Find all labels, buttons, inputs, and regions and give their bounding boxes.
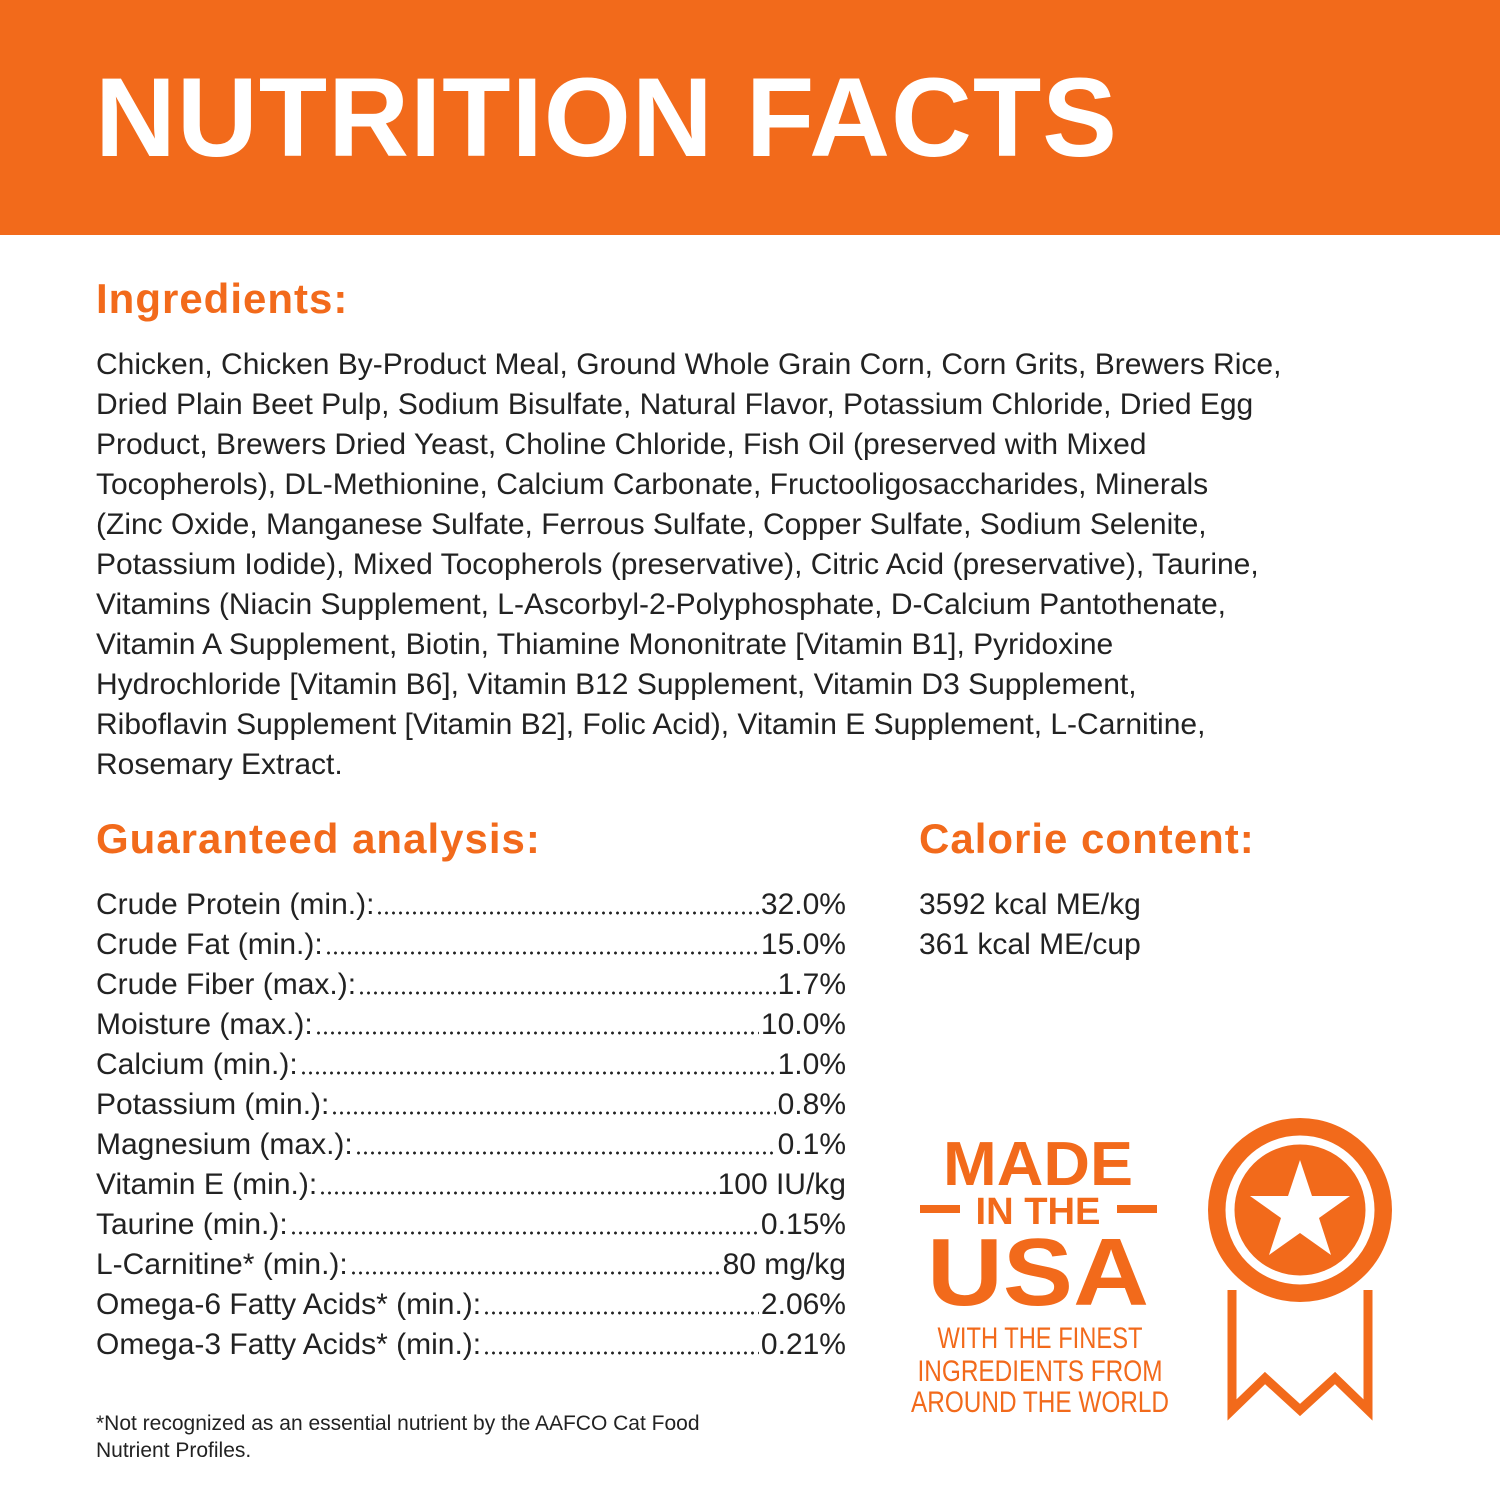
dot-leader	[376, 911, 759, 915]
badge-tagline: INGREDIENTS FROM	[918, 1355, 1163, 1388]
ingredients-line: Hydrochloride [Vitamin B6], Vitamin B12 …	[96, 668, 1137, 701]
ingredients-line: Product, Brewers Dried Yeast, Choline Ch…	[96, 428, 1147, 461]
ingredients-line: Tocopherols), DL-Methionine, Calcium Car…	[96, 468, 1209, 501]
nutrient-value: 10.0%	[760, 1008, 846, 1041]
nutrient-label: Vitamin E (min.):	[96, 1168, 318, 1201]
ingredients-line: Chicken, Chicken By-Product Meal, Ground…	[96, 348, 1282, 381]
nutrient-value: 0.8%	[777, 1088, 846, 1121]
nutrient-value: 0.21%	[760, 1328, 846, 1361]
nutrient-label: Magnesium (max.):	[96, 1128, 353, 1161]
footnote: *Not recognized as an essential nutrient…	[96, 1410, 700, 1464]
badge-dash	[920, 1205, 960, 1213]
nutrient-label: Crude Protein (min.):	[96, 888, 375, 921]
calorie-heading: Calorie content:	[919, 815, 1255, 862]
nutrient-label: Calcium (min.):	[96, 1048, 298, 1081]
dot-leader	[314, 1031, 759, 1035]
analysis-row: Omega-3 Fatty Acids* (min.): 0.21%	[96, 1325, 846, 1365]
badge-tagline: AROUND THE WORLD	[911, 1386, 1169, 1419]
analysis-row: Moisture (max.): 10.0%	[96, 1005, 846, 1045]
nutrient-value: 0.1%	[777, 1128, 846, 1161]
badge-tagline: WITH THE FINEST	[938, 1322, 1143, 1355]
footnote-line: *Not recognized as an essential nutrient…	[96, 1412, 700, 1435]
calorie-line: 3592 kcal ME/kg	[919, 888, 1141, 921]
ingredients-line: Vitamins (Niacin Supplement, L-Ascorbyl-…	[96, 588, 1226, 621]
title: NUTRITION FACTS	[95, 55, 1118, 180]
nutrient-label: Crude Fiber (max.):	[96, 968, 357, 1001]
nutrient-label: Omega-6 Fatty Acids* (min.):	[96, 1288, 482, 1321]
ingredients-text: Chicken, Chicken By-Product Meal, Ground…	[96, 345, 1281, 785]
dot-leader	[319, 1191, 716, 1195]
dot-leader	[349, 1271, 721, 1275]
analysis-row: Vitamin E (min.): 100 IU/kg	[96, 1165, 846, 1205]
dot-leader	[299, 1071, 776, 1075]
dot-leader	[358, 991, 776, 995]
ingredients-line: Riboflavin Supplement [Vitamin B2], Foli…	[96, 708, 1206, 741]
ingredients-line: Vitamin A Supplement, Biotin, Thiamine M…	[96, 628, 1114, 661]
header-band: NUTRITION FACTS	[0, 0, 1500, 235]
nutrient-label: L-Carnitine* (min.):	[96, 1248, 348, 1281]
nutrient-label: Taurine (min.):	[96, 1208, 288, 1241]
dot-leader	[354, 1151, 776, 1155]
analysis-table: Crude Protein (min.): 32.0% Crude Fat (min…	[96, 885, 846, 1365]
dot-leader	[324, 951, 759, 955]
medal	[1208, 1118, 1392, 1421]
badge-usa: USA	[927, 1219, 1149, 1326]
nutrient-value: 1.0%	[777, 1048, 846, 1081]
dot-leader	[483, 1351, 759, 1355]
analysis-row: Omega-6 Fatty Acids* (min.): 2.06%	[96, 1285, 846, 1325]
badge-made: MADE	[943, 1130, 1133, 1199]
badge-dash	[1117, 1205, 1157, 1213]
nutrient-value: 1.7%	[777, 968, 846, 1001]
ingredients-line: Potassium Iodide), Mixed Tocopherols (pr…	[96, 548, 1259, 581]
dot-leader	[289, 1231, 759, 1235]
dot-leader	[331, 1111, 776, 1115]
nutrient-value: 100 IU/kg	[717, 1168, 846, 1201]
footnote-line: Nutrient Profiles.	[96, 1439, 252, 1462]
badge-in-the: IN THE	[976, 1191, 1101, 1233]
nutrient-value: 80 mg/kg	[722, 1248, 846, 1281]
ingredients-line: Dried Plain Beet Pulp, Sodium Bisulfate,…	[96, 388, 1254, 421]
analysis-row: L-Carnitine* (min.): 80 mg/kg	[96, 1245, 846, 1285]
ingredients-line: (Zinc Oxide, Manganese Sulfate, Ferrous …	[96, 508, 1207, 541]
nutrient-label: Omega-3 Fatty Acids* (min.):	[96, 1328, 482, 1361]
analysis-row: Crude Fiber (max.): 1.7%	[96, 965, 846, 1005]
nutrient-label: Potassium (min.):	[96, 1088, 330, 1121]
analysis-row: Magnesium (max.): 0.1%	[96, 1125, 846, 1165]
nutrient-value: 2.06%	[760, 1288, 846, 1321]
analysis-row: Crude Protein (min.): 32.0%	[96, 885, 846, 925]
analysis-row: Taurine (min.): 0.15%	[96, 1205, 846, 1245]
calorie-line: 361 kcal ME/cup	[919, 928, 1141, 961]
nutrient-label: Moisture (max.):	[96, 1008, 313, 1041]
nutrient-value: 15.0%	[760, 928, 846, 961]
analysis-row: Potassium (min.): 0.8%	[96, 1085, 846, 1125]
dot-leader	[483, 1311, 759, 1315]
nutrient-label: Crude Fat (min.):	[96, 928, 323, 961]
nutrient-value: 32.0%	[760, 888, 846, 921]
ingredients-line: Rosemary Extract.	[96, 748, 343, 781]
calorie-text: 3592 kcal ME/kg 361 kcal ME/cup	[919, 885, 1141, 965]
analysis-row: Crude Fat (min.): 15.0%	[96, 925, 846, 965]
analysis-row: Calcium (min.): 1.0%	[96, 1045, 846, 1085]
ingredients-heading: Ingredients:	[96, 275, 349, 322]
nutrient-value: 0.15%	[760, 1208, 846, 1241]
analysis-heading: Guaranteed analysis:	[96, 815, 541, 862]
